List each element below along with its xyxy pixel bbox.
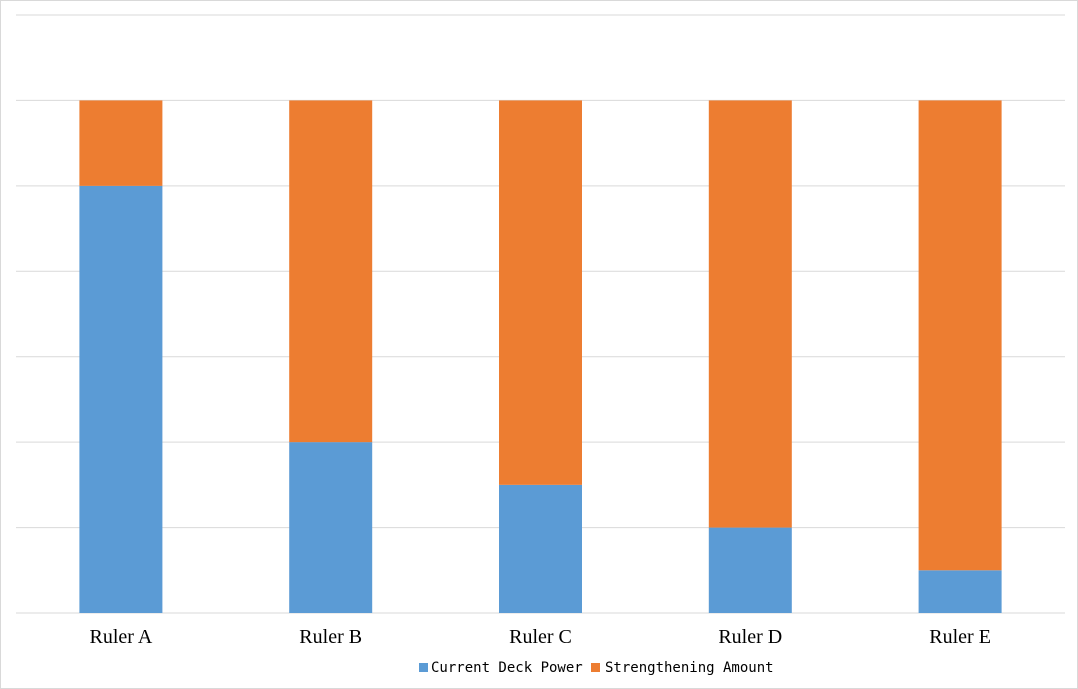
x-axis-labels: Ruler A Ruler B Ruler C Ruler D Ruler E <box>90 626 991 648</box>
legend: Current Deck Power Strengthening Amount <box>419 660 774 676</box>
bar-segment <box>499 100 582 485</box>
bar-segment <box>79 185 163 613</box>
x-axis-label: Ruler D <box>718 626 782 648</box>
legend-label-strengthening-amount: Strengthening Amount <box>605 660 774 676</box>
bar-segment <box>289 100 373 443</box>
x-axis-label: Ruler C <box>509 626 572 648</box>
bar-segment <box>499 484 582 613</box>
x-axis-label: Ruler E <box>929 626 991 648</box>
legend-swatch-strengthening-amount <box>591 663 600 672</box>
bars <box>79 100 1002 613</box>
bar-segment <box>708 527 792 613</box>
bar-segment <box>289 442 373 613</box>
legend-label-current-deck-power: Current Deck Power <box>431 660 583 676</box>
legend-swatch-current-deck-power <box>419 663 428 672</box>
bar-segment <box>708 100 792 528</box>
x-axis-label: Ruler B <box>299 626 362 648</box>
x-axis-label: Ruler A <box>90 626 153 648</box>
bar-segment <box>79 100 163 186</box>
bar-segment <box>918 100 1002 571</box>
bar-segment <box>918 570 1002 613</box>
